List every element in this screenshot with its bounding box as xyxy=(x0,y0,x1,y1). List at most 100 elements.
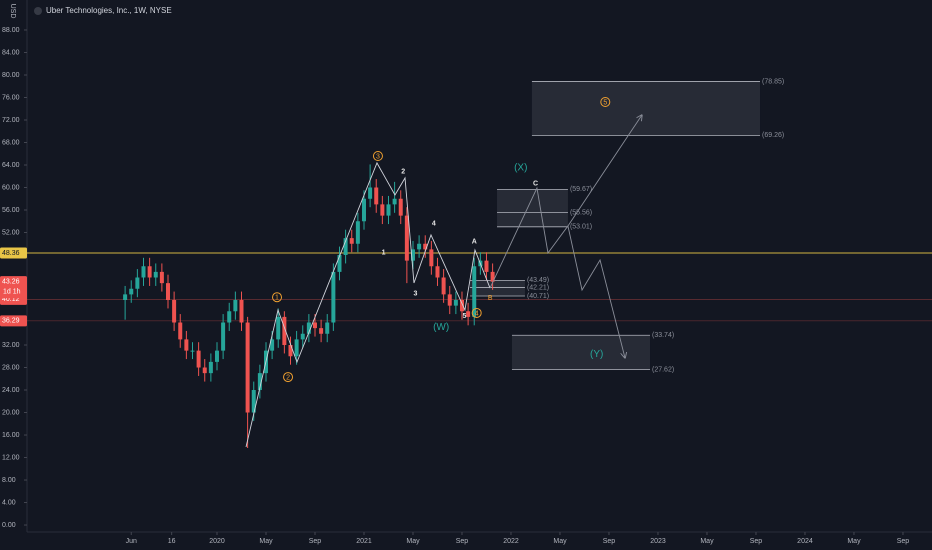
y-tick-label: 16.00 xyxy=(2,432,20,439)
level-label: (53.01) xyxy=(570,224,592,231)
currency: USD xyxy=(9,4,16,19)
target-box xyxy=(531,81,761,136)
candle-body xyxy=(331,271,336,323)
wave-circle xyxy=(283,372,294,383)
y-tick-label: 84.00 xyxy=(2,49,20,56)
x-tick-label: May xyxy=(406,538,420,545)
candle-body xyxy=(447,294,452,306)
wave-label: 2 xyxy=(286,374,290,381)
candle-body xyxy=(221,322,226,351)
candle-body xyxy=(123,294,128,301)
candle-body xyxy=(466,311,471,317)
candle-body xyxy=(294,339,299,357)
y-tick-label: 72.00 xyxy=(2,117,20,124)
candle-body xyxy=(398,198,403,216)
countdown: 1d 1h xyxy=(3,289,21,296)
y-tick-label: 52.00 xyxy=(2,229,20,236)
candle-body xyxy=(374,187,379,205)
y-tick-label: 8.00 xyxy=(2,477,16,484)
wave-label: (Y) xyxy=(590,349,603,360)
y-tick-label: 4.00 xyxy=(2,499,16,506)
candle-body xyxy=(484,260,489,272)
candle-body xyxy=(319,328,324,334)
x-tick-label: 2021 xyxy=(356,538,372,545)
chart-title: Uber Technologies, Inc., 1W, NYSE xyxy=(46,6,172,15)
x-tick-label: 2024 xyxy=(797,538,813,545)
wave-label: (X) xyxy=(514,162,527,173)
candle-body xyxy=(172,300,177,323)
wave-label: 5 xyxy=(603,99,607,106)
candle-body xyxy=(312,322,317,329)
candle-body xyxy=(178,322,183,340)
candle-body xyxy=(196,350,201,368)
level-label: (43.49) xyxy=(527,277,549,284)
wave-label: 1 xyxy=(275,295,279,302)
wave-circle xyxy=(272,292,283,303)
wave-line xyxy=(245,161,491,448)
y-tick-label: 0.00 xyxy=(2,522,16,529)
price-tag-label: 36.29 xyxy=(2,318,20,325)
candle-body xyxy=(423,243,428,250)
wave-circle xyxy=(600,96,611,107)
price-tag xyxy=(0,247,27,259)
x-tick-label: 2020 xyxy=(209,538,225,545)
candle-body xyxy=(392,198,397,205)
x-tick-label: Sep xyxy=(603,538,616,545)
candle-body xyxy=(141,266,146,278)
candle-body xyxy=(288,345,293,357)
wave-label: (W) xyxy=(433,322,449,333)
candle-body xyxy=(349,238,354,244)
candle-body xyxy=(147,266,152,278)
level-label: (27.62) xyxy=(652,366,674,373)
x-tick-label: May xyxy=(847,538,861,545)
candle-body xyxy=(159,271,164,284)
candle-body xyxy=(214,350,219,362)
x-tick-label: 2023 xyxy=(650,538,666,545)
candle-body xyxy=(129,288,134,295)
y-tick-label: 32.00 xyxy=(2,342,20,349)
candle-body xyxy=(490,271,495,282)
candle-body xyxy=(472,266,477,317)
wave-label: 1 xyxy=(382,250,386,257)
candle-body xyxy=(165,283,170,301)
target-box xyxy=(497,189,568,227)
x-tick-label: Sep xyxy=(750,538,763,545)
level-label: (78.85) xyxy=(762,78,784,85)
y-tick-label: 76.00 xyxy=(2,94,20,101)
candle-body xyxy=(239,300,244,323)
x-tick-label: May xyxy=(553,538,567,545)
candle-body xyxy=(257,373,262,391)
candle-body xyxy=(153,271,158,278)
candle-body xyxy=(417,243,422,250)
candle-body xyxy=(190,350,195,352)
wave-label: C xyxy=(533,180,538,187)
wave-line xyxy=(489,186,625,358)
x-tick-label: Sep xyxy=(456,538,469,545)
candle-body xyxy=(251,390,256,413)
candle-body xyxy=(368,187,373,199)
x-tick-label: 2022 xyxy=(503,538,519,545)
candle-body xyxy=(202,367,207,374)
candle-body xyxy=(227,311,232,323)
candle-body xyxy=(135,277,140,289)
candle-body xyxy=(208,361,213,374)
level-label: (69.26) xyxy=(762,132,784,139)
candle-body xyxy=(300,333,305,340)
wave-label: 5 xyxy=(462,313,466,320)
target-box xyxy=(469,280,525,297)
wave-circle xyxy=(471,307,482,318)
wave-label: A xyxy=(472,238,477,245)
candle-body xyxy=(355,221,360,244)
wave-label: 3 xyxy=(376,153,380,160)
y-tick-label: 56.00 xyxy=(2,207,20,214)
price-tag-label: 40.12 xyxy=(2,296,20,303)
y-tick-label: 28.00 xyxy=(2,364,20,371)
level-label: (59.67) xyxy=(570,186,592,193)
y-tick-label: 80.00 xyxy=(2,72,20,79)
candle-body xyxy=(184,339,189,351)
x-tick-label: Sep xyxy=(897,538,910,545)
candle-body xyxy=(453,300,458,306)
x-tick-label: May xyxy=(259,538,273,545)
